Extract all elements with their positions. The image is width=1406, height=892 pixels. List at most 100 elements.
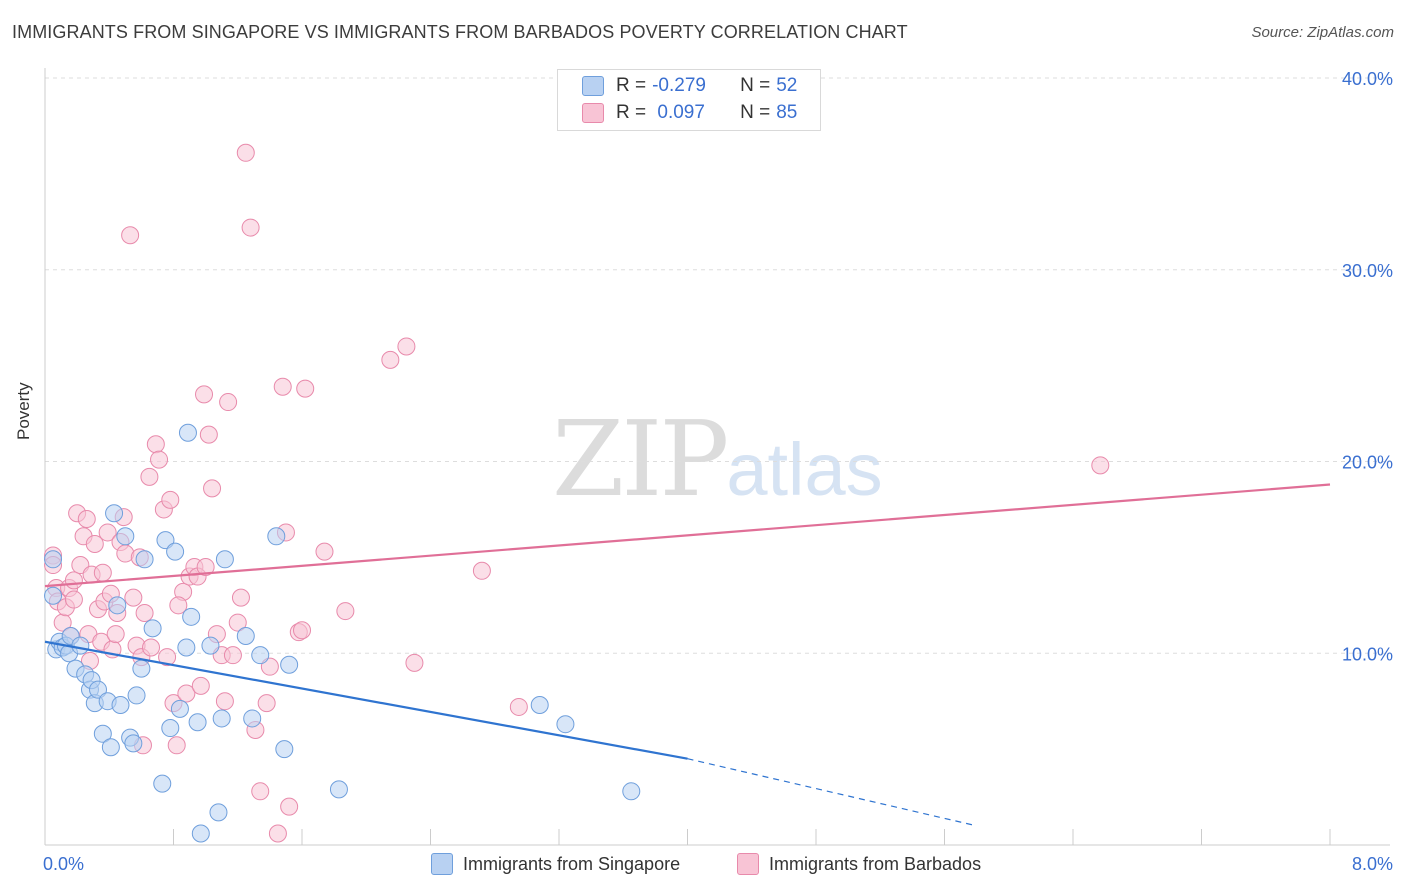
data-point-barbados bbox=[228, 613, 247, 632]
data-point-singapore bbox=[251, 646, 270, 665]
data-point-singapore bbox=[116, 527, 135, 546]
source-label: Source: ZipAtlas.com bbox=[1251, 24, 1394, 41]
data-point-barbados bbox=[381, 350, 400, 369]
data-point-barbados bbox=[150, 450, 169, 469]
data-point-barbados bbox=[98, 523, 117, 542]
data-point-barbados bbox=[93, 563, 112, 582]
legend-r-value: 0.097 bbox=[652, 102, 705, 123]
data-point-singapore bbox=[132, 659, 151, 678]
data-point-barbados bbox=[251, 782, 270, 801]
data-point-singapore bbox=[556, 715, 575, 734]
watermark: ZIPatlas bbox=[552, 398, 883, 520]
data-point-barbados bbox=[405, 653, 424, 672]
data-point-barbados bbox=[215, 692, 234, 711]
data-point-barbados bbox=[196, 557, 215, 576]
data-point-barbados bbox=[257, 694, 276, 713]
legend-r-label: R = bbox=[616, 102, 647, 123]
data-point-singapore bbox=[127, 686, 146, 705]
data-point-barbados bbox=[64, 571, 83, 590]
y-tick-label: 30.0% bbox=[1342, 261, 1393, 281]
data-point-barbados bbox=[241, 218, 260, 237]
data-point-barbados bbox=[169, 596, 188, 615]
data-point-barbados bbox=[140, 467, 159, 486]
data-point-singapore bbox=[105, 504, 124, 523]
data-point-barbados bbox=[195, 385, 214, 404]
chart-title: IMMIGRANTS FROM SINGAPORE VS IMMIGRANTS … bbox=[12, 22, 908, 42]
data-point-singapore bbox=[177, 638, 196, 657]
data-point-singapore bbox=[170, 699, 189, 718]
data-point-barbados bbox=[146, 435, 165, 454]
data-point-singapore bbox=[212, 709, 231, 728]
legend-label-singapore: Immigrants from Singapore bbox=[463, 853, 681, 874]
data-point-barbados bbox=[397, 337, 416, 356]
data-point-singapore bbox=[44, 586, 63, 605]
data-point-barbados bbox=[315, 542, 334, 561]
data-point-barbados bbox=[158, 648, 177, 667]
data-point-singapore bbox=[267, 527, 286, 546]
data-point-barbados bbox=[142, 638, 161, 657]
data-point-singapore bbox=[111, 696, 130, 715]
data-point-singapore bbox=[93, 724, 112, 743]
legend-n-label: N = bbox=[740, 102, 771, 123]
data-point-singapore bbox=[329, 780, 348, 799]
legend-row-singapore: R = -0.279 N = 52 bbox=[582, 74, 797, 98]
data-point-barbados bbox=[223, 646, 242, 665]
y-tick-label: 40.0% bbox=[1342, 69, 1393, 89]
data-point-barbados bbox=[219, 393, 238, 412]
data-point-barbados bbox=[260, 657, 279, 676]
data-point-barbados bbox=[203, 479, 222, 498]
data-point-singapore bbox=[108, 596, 127, 615]
x-tick-label: 8.0% bbox=[1352, 854, 1393, 874]
data-point-singapore bbox=[156, 531, 175, 550]
data-point-singapore bbox=[236, 626, 255, 645]
data-point-barbados bbox=[85, 534, 104, 553]
legend-label-barbados: Immigrants from Barbados bbox=[769, 853, 982, 874]
data-point-singapore bbox=[135, 550, 154, 569]
legend-swatch-singapore bbox=[582, 76, 604, 96]
legend-swatch-singapore bbox=[431, 853, 453, 875]
trendline-barbados bbox=[44, 483, 1331, 588]
legend-swatch-barbados bbox=[737, 853, 759, 875]
trendline-singapore-extension bbox=[687, 758, 977, 827]
data-point-singapore bbox=[166, 542, 185, 561]
data-point-barbados bbox=[509, 697, 528, 716]
data-point-singapore bbox=[622, 782, 641, 801]
legend-n-label: N = bbox=[740, 75, 771, 96]
trendline-singapore bbox=[44, 640, 688, 760]
data-point-barbados bbox=[268, 824, 287, 843]
data-point-singapore bbox=[101, 738, 120, 757]
data-point-barbados bbox=[293, 621, 311, 640]
data-point-barbados bbox=[280, 797, 299, 816]
data-point-singapore bbox=[530, 696, 549, 715]
watermark-zip: ZIP bbox=[552, 398, 729, 520]
data-point-barbados bbox=[135, 603, 154, 622]
watermark-atlas: atlas bbox=[726, 428, 883, 511]
data-point-barbados bbox=[124, 588, 143, 607]
data-point-barbados bbox=[296, 379, 315, 398]
correlation-legend: R = -0.279 N = 52 R = 0.097 N = 85 bbox=[557, 69, 821, 131]
data-point-barbados bbox=[121, 226, 140, 245]
data-point-barbados bbox=[273, 377, 292, 396]
y-tick-label: 10.0% bbox=[1342, 644, 1393, 664]
data-point-singapore bbox=[191, 824, 210, 843]
legend-swatch-barbados bbox=[582, 103, 604, 123]
data-point-singapore bbox=[44, 550, 63, 569]
data-point-singapore bbox=[188, 713, 207, 732]
data-point-barbados bbox=[231, 588, 250, 607]
data-point-singapore bbox=[153, 774, 172, 793]
data-point-singapore bbox=[71, 636, 90, 655]
data-point-barbados bbox=[336, 602, 355, 621]
data-point-barbados bbox=[167, 736, 186, 755]
data-point-singapore bbox=[178, 423, 197, 442]
legend-n-value: 52 bbox=[776, 75, 798, 96]
data-point-barbados bbox=[199, 425, 218, 444]
legend-r-label: R = bbox=[616, 75, 647, 96]
data-point-singapore bbox=[209, 803, 228, 822]
data-point-barbados bbox=[1091, 456, 1110, 475]
data-point-barbados bbox=[191, 676, 210, 695]
bottom-legend-barbados: Immigrants from Barbados bbox=[737, 852, 981, 876]
bottom-legend-singapore: Immigrants from Singapore bbox=[431, 852, 680, 876]
y-tick-label: 20.0% bbox=[1342, 453, 1393, 473]
data-point-singapore bbox=[201, 636, 220, 655]
